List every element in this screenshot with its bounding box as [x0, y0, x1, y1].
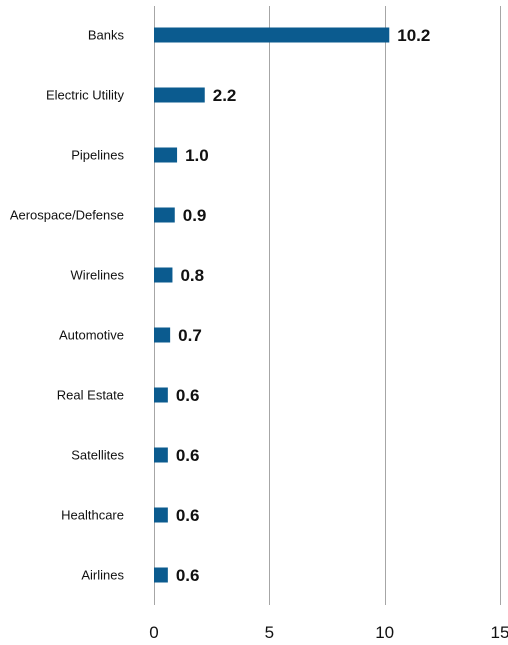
category-label-7: Satellites [71, 448, 124, 463]
value-label-8: 0.6 [176, 506, 200, 525]
category-label-6: Real Estate [57, 388, 124, 403]
value-label-7: 0.6 [176, 446, 200, 465]
bar-8 [154, 507, 168, 523]
bar-2 [154, 147, 178, 163]
value-label-4: 0.8 [180, 266, 204, 285]
bar-9 [154, 567, 168, 583]
x-tick-label-3: 15 [491, 623, 508, 642]
bar-5 [154, 327, 171, 343]
x-tick-label-1: 5 [265, 623, 274, 642]
x-tick-label-0: 0 [149, 623, 158, 642]
value-label-9: 0.6 [176, 566, 200, 585]
category-label-0: Banks [88, 28, 125, 43]
category-label-4: Wirelines [71, 268, 125, 283]
category-label-2: Pipelines [71, 148, 124, 163]
category-labels: Banks Electric Utility Pipelines Aerospace/… [10, 28, 125, 583]
value-label-2: 1.0 [185, 146, 209, 165]
bar-0 [154, 27, 390, 43]
value-label-1: 2.2 [213, 86, 237, 105]
value-label-3: 0.9 [183, 206, 207, 225]
value-label-6: 0.6 [176, 386, 200, 405]
category-label-8: Healthcare [61, 508, 124, 523]
x-axis-tick-labels: 0 5 10 15 [149, 623, 508, 642]
bars [154, 27, 390, 583]
x-tick-label-2: 10 [375, 623, 394, 642]
bar-6 [154, 387, 168, 403]
bar-7 [154, 447, 168, 463]
value-label-0: 10.2 [397, 26, 430, 45]
category-label-3: Aerospace/Defense [10, 208, 124, 223]
value-label-5: 0.7 [178, 326, 202, 345]
value-labels: 10.2 2.2 1.0 0.9 0.8 0.7 0.6 0.6 0.6 0.6 [176, 26, 431, 585]
gridlines [154, 6, 501, 605]
bar-4 [154, 267, 173, 283]
bar-3 [154, 207, 175, 223]
category-label-1: Electric Utility [46, 88, 125, 103]
bar-1 [154, 87, 205, 103]
category-label-5: Automotive [59, 328, 124, 343]
category-label-9: Airlines [81, 568, 124, 583]
